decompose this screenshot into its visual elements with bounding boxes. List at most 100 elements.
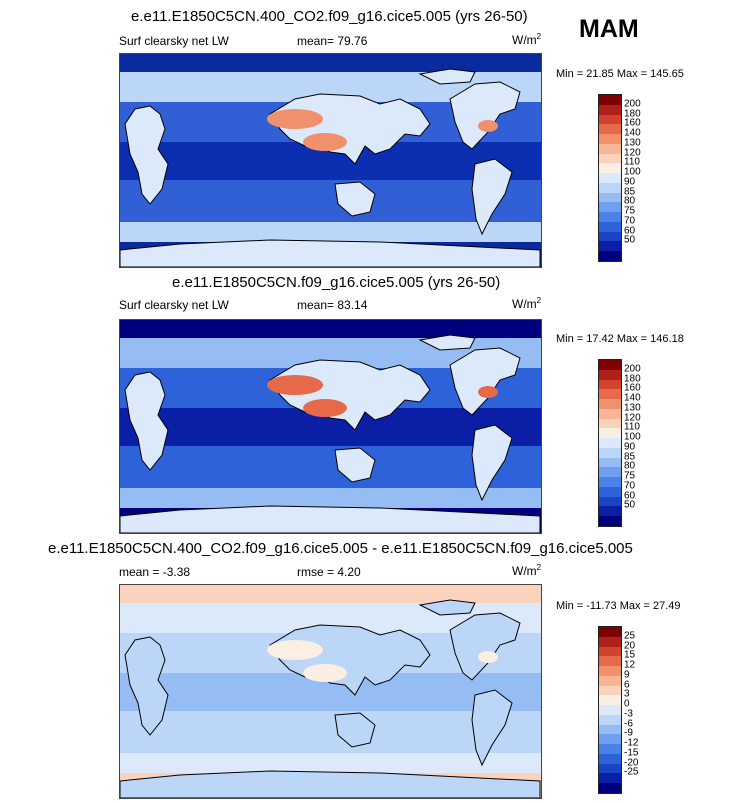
panel3-rmse-label: rmse = 4.20	[297, 565, 361, 579]
colorbar-segment	[599, 646, 621, 657]
panel3-map-field	[120, 585, 541, 798]
colorbar-tick-label: 80	[624, 460, 636, 472]
panel1-minmax: Min = 21.85 Max = 145.65	[556, 68, 684, 80]
colorbar-tick-label: 200	[624, 98, 641, 110]
colorbar-segment	[599, 124, 621, 134]
continent-outline	[120, 239, 541, 267]
colorbar-segment	[599, 763, 621, 774]
desert-high-value-region	[303, 664, 347, 682]
colorbar-segment	[599, 114, 621, 125]
colorbar-segment	[599, 438, 621, 448]
panel1-variable-label: Surf clearsky net LW	[119, 34, 229, 48]
desert-high-value-region	[478, 120, 498, 132]
panel1-title: e.e11.E1850C5CN.400_CO2.f09_g16.cice5.00…	[131, 8, 528, 25]
panel1-colorbar	[598, 94, 622, 262]
colorbar-segment	[599, 477, 621, 487]
colorbar-segment	[599, 428, 621, 438]
continent-outline	[449, 81, 521, 150]
continent-outline	[471, 689, 513, 767]
colorbar-segment	[599, 516, 621, 526]
continent-outline	[124, 636, 169, 736]
colorbar-segment	[599, 666, 621, 676]
field-band	[120, 54, 541, 72]
colorbar-tick-label: 110	[624, 421, 640, 433]
desert-high-value-region	[267, 109, 323, 129]
continent-outline	[334, 447, 376, 483]
colorbar-tick-label: 50	[624, 234, 636, 246]
colorbar-segment	[599, 744, 621, 754]
colorbar-tick-label: 70	[624, 480, 636, 492]
colorbar-segment	[599, 773, 621, 783]
continent-outline	[418, 599, 476, 616]
panel2-map	[119, 319, 542, 534]
colorbar-segment	[599, 734, 621, 744]
colorbar-tick-label: 200	[624, 363, 641, 375]
colorbar-segment	[599, 104, 621, 115]
colorbar-tick-label: 0	[624, 698, 630, 710]
colorbar-segment	[599, 212, 621, 222]
continent-outline	[120, 770, 541, 798]
colorbar-segment	[599, 360, 621, 370]
colorbar-tick-label: -20	[624, 757, 639, 769]
colorbar-segment	[599, 506, 621, 516]
colorbar-segment	[599, 675, 621, 686]
colorbar-segment	[599, 173, 621, 183]
colorbar-tick-label: 100	[624, 166, 641, 178]
colorbar-segment	[599, 486, 621, 497]
colorbar-tick-label: 75	[624, 205, 636, 217]
panel1-map	[119, 53, 542, 268]
colorbar-tick-label: 3	[624, 688, 630, 700]
colorbar-segment	[599, 418, 621, 429]
colorbar-segment	[599, 182, 621, 193]
colorbar-tick-label: -3	[624, 708, 633, 720]
colorbar-tick-label: -12	[624, 737, 639, 749]
colorbar-tick-label: -9	[624, 727, 633, 739]
panel3-unit-label: W/m2	[512, 563, 542, 578]
continent-outline	[471, 158, 513, 236]
colorbar-tick-label: 70	[624, 215, 636, 227]
colorbar-segment	[599, 192, 621, 203]
colorbar-tick-label: 120	[624, 147, 641, 159]
colorbar-tick-label: 130	[624, 137, 641, 149]
colorbar-tick-label: 20	[624, 640, 636, 652]
desert-high-value-region	[303, 399, 347, 417]
colorbar-tick-label: 120	[624, 412, 641, 424]
colorbar-tick-label: 60	[624, 225, 636, 237]
continent-outline	[124, 105, 169, 205]
colorbar-tick-label: 15	[624, 649, 636, 661]
colorbar-segment	[599, 636, 621, 647]
colorbar-tick-label: 85	[624, 186, 636, 198]
field-band	[120, 222, 541, 242]
colorbar-segment	[599, 447, 621, 458]
colorbar-segment	[599, 467, 621, 477]
continent-outline	[418, 68, 476, 85]
colorbar-segment	[599, 705, 621, 715]
colorbar-tick-label: 180	[624, 108, 641, 120]
colorbar-tick-label: 50	[624, 499, 636, 511]
colorbar-tick-label: 140	[624, 392, 641, 404]
colorbar-tick-label: -25	[624, 766, 639, 778]
continent-outline	[449, 612, 521, 681]
colorbar-segment	[599, 783, 621, 793]
desert-high-value-region	[303, 133, 347, 151]
colorbar-segment	[599, 457, 621, 468]
continent-outline	[471, 424, 513, 502]
field-band	[120, 320, 541, 338]
colorbar-segment	[599, 202, 621, 212]
colorbar-segment	[599, 695, 621, 705]
colorbar-segment	[599, 95, 621, 105]
colorbar-segment	[599, 389, 621, 399]
colorbar-segment	[599, 241, 621, 251]
colorbar-segment	[599, 496, 621, 507]
panel3-minmax: Min = -11.73 Max = 27.49	[556, 600, 681, 612]
panel2-colorbar	[598, 359, 622, 527]
colorbar-tick-label: 6	[624, 679, 630, 691]
colorbar-tick-label: 110	[624, 156, 640, 168]
continent-outline	[334, 181, 376, 217]
colorbar-segment	[599, 153, 621, 164]
continent-outline	[449, 347, 521, 416]
colorbar-segment	[599, 753, 621, 764]
desert-high-value-region	[267, 640, 323, 660]
colorbar-tick-label: 85	[624, 451, 636, 463]
colorbar-tick-label: 25	[624, 630, 636, 642]
